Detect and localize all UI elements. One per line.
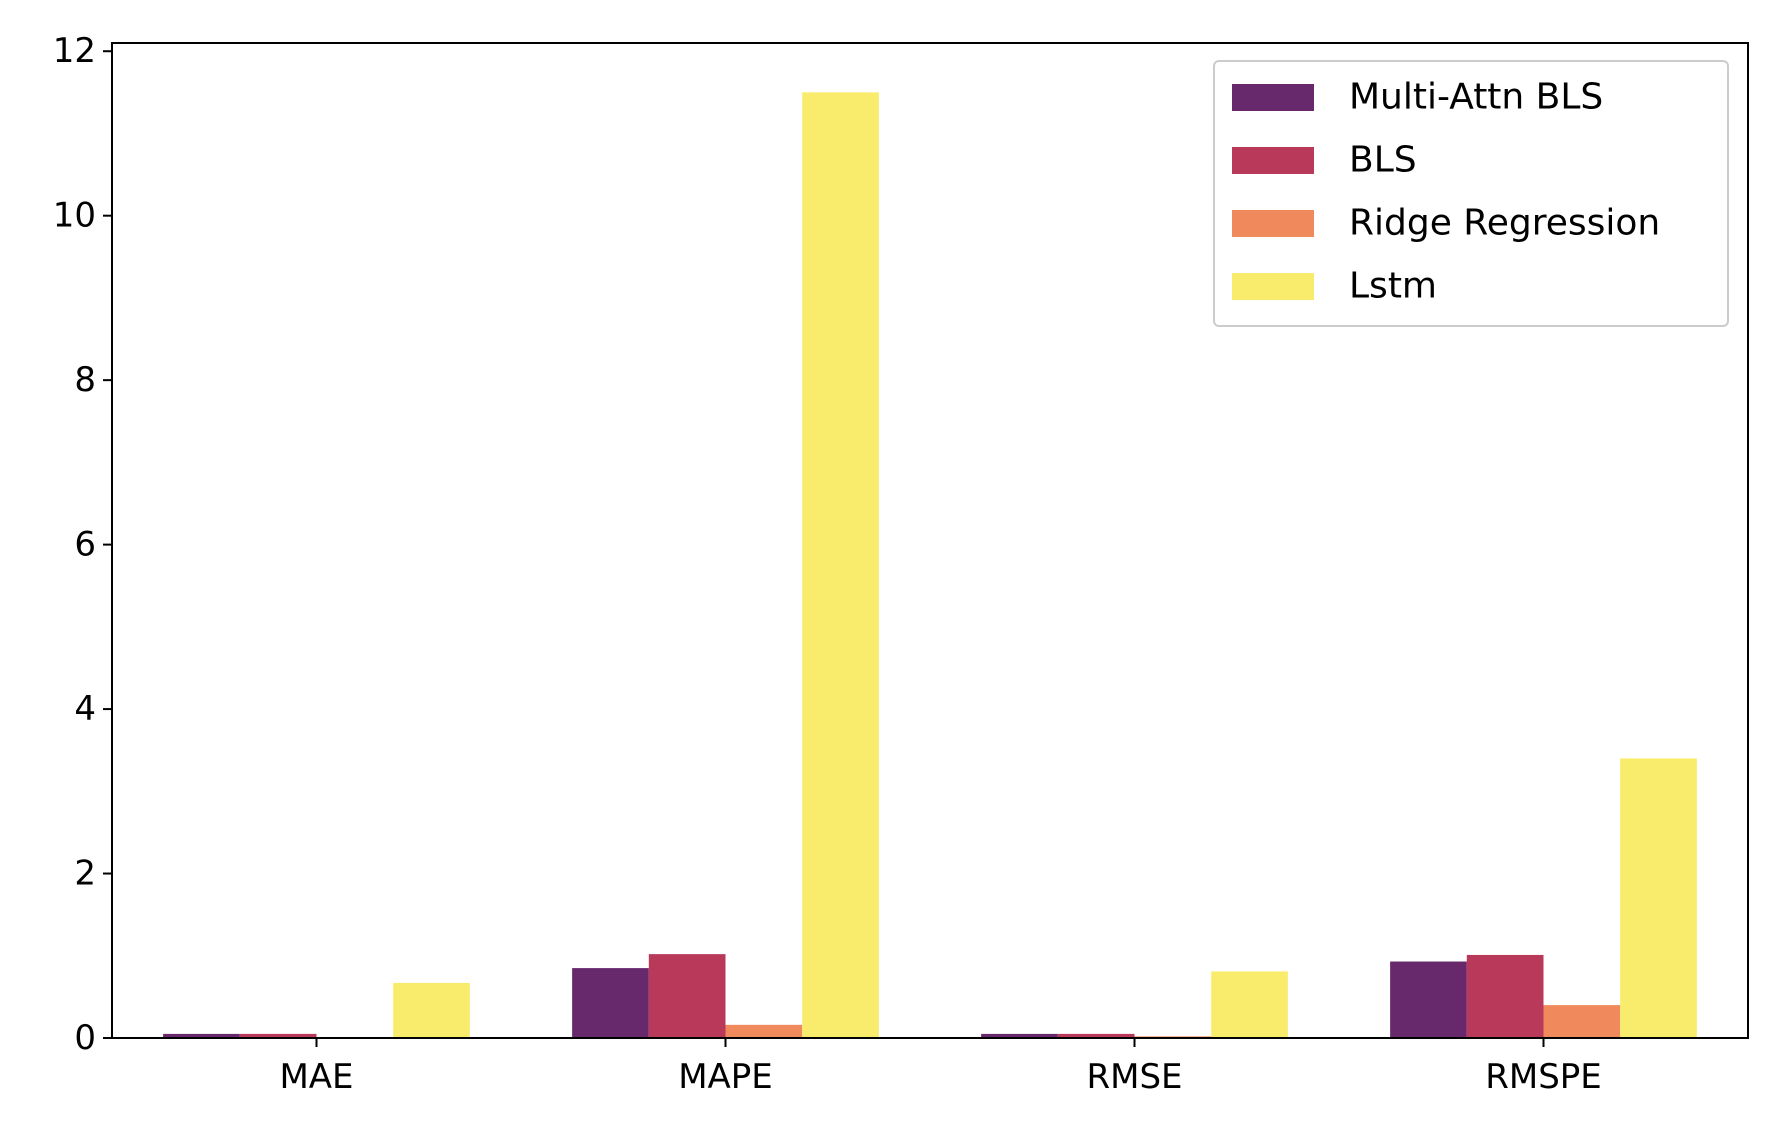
legend-swatch (1232, 210, 1314, 237)
y-tick-label: 8 (74, 360, 96, 400)
x-tick-label: RMSPE (1485, 1057, 1602, 1097)
bars-layer (163, 92, 1697, 1038)
bar-lstm-mape (802, 92, 879, 1038)
x-tick-label: RMSE (1086, 1057, 1182, 1097)
bar-bls-mape (648, 954, 726, 1038)
legend-box (1213, 60, 1729, 327)
legend-label: BLS (1349, 140, 1417, 181)
bar-lstm-rmspe (1620, 758, 1697, 1038)
bar-ridge-regression-mape (725, 1024, 803, 1038)
x-axis: MAE MAPE RMSE RMSPE (279, 1038, 1602, 1097)
legend-label: Lstm (1349, 266, 1437, 307)
legend-label: Multi-Attn BLS (1349, 77, 1603, 118)
y-axis: 0 2 4 6 8 10 12 (53, 31, 112, 1058)
legend-swatch (1232, 273, 1314, 300)
bar-lstm-mae (393, 982, 470, 1038)
y-tick-label: 10 (53, 196, 96, 236)
y-tick-label: 0 (74, 1018, 96, 1058)
bar-multi-attn-bls-rmspe (1390, 961, 1467, 1038)
bar-bls-rmse (1057, 1033, 1135, 1038)
bar-bls-rmspe (1466, 954, 1544, 1038)
legend: Multi-Attn BLS BLS Ridge Regression Lstm (1213, 60, 1729, 327)
bar-multi-attn-bls-mape (572, 968, 649, 1038)
bar-multi-attn-bls-rmse (981, 1033, 1058, 1038)
plot-frame (111, 42, 1749, 1039)
bar-ridge-regression-rmspe (1543, 1005, 1621, 1038)
bar-bls-mae (239, 1033, 317, 1038)
y-tick-label: 2 (74, 854, 96, 894)
bar-multi-attn-bls-mae (163, 1033, 240, 1038)
y-tick-label: 6 (74, 525, 96, 565)
bar-lstm-rmse (1211, 971, 1288, 1038)
legend-swatch (1232, 84, 1314, 111)
x-tick-label: MAE (279, 1057, 353, 1097)
x-tick-label: MAPE (678, 1057, 773, 1097)
legend-label: Ridge Regression (1349, 203, 1660, 244)
y-tick-label: 12 (53, 31, 96, 71)
y-tick-label: 4 (74, 689, 96, 729)
legend-swatch (1232, 147, 1314, 174)
